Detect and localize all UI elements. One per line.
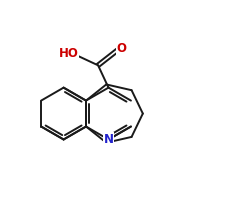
Text: O: O [117,42,127,55]
Text: N: N [103,133,114,146]
Text: HO: HO [59,47,78,60]
